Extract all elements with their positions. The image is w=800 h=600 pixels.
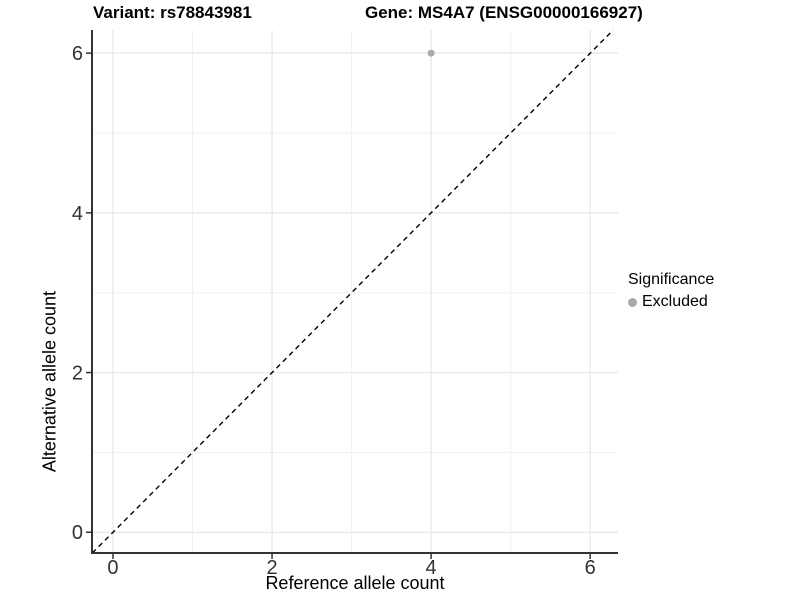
minor-gridlines bbox=[92, 30, 618, 553]
axis-lines bbox=[91, 30, 618, 554]
data-point bbox=[427, 49, 435, 57]
axis-ticks bbox=[86, 52, 591, 559]
y-tick-label: 2 bbox=[72, 363, 83, 385]
legend-title: Significance bbox=[628, 271, 715, 288]
major-gridlines bbox=[92, 30, 618, 553]
x-tick-label: 4 bbox=[426, 557, 437, 579]
legend-item-excluded: Excluded bbox=[628, 293, 714, 311]
excluded-point-icon bbox=[628, 297, 637, 307]
y-tick-label: 4 bbox=[72, 203, 83, 225]
variant-title: Variant: rs78843981 bbox=[93, 3, 252, 22]
legend: Significance Excluded bbox=[628, 271, 714, 311]
identity-line bbox=[91, 29, 614, 554]
x-axis-title: Reference allele count bbox=[265, 573, 445, 593]
x-tick-label: 0 bbox=[107, 557, 118, 579]
y-tick-label: 6 bbox=[72, 43, 83, 65]
x-tick-label: 2 bbox=[266, 557, 277, 579]
y-axis-title-text: Alternative allele count bbox=[39, 290, 59, 473]
legend-item-label: Excluded bbox=[642, 293, 708, 310]
y-tick-label: 0 bbox=[72, 522, 83, 544]
tick-labels: 0 2 4 6 0 2 4 6 bbox=[72, 43, 596, 579]
gene-title: Gene: MS4A7 (ENSG00000166927) bbox=[365, 3, 643, 22]
data-points bbox=[427, 49, 435, 57]
x-tick-label: 6 bbox=[585, 557, 596, 579]
